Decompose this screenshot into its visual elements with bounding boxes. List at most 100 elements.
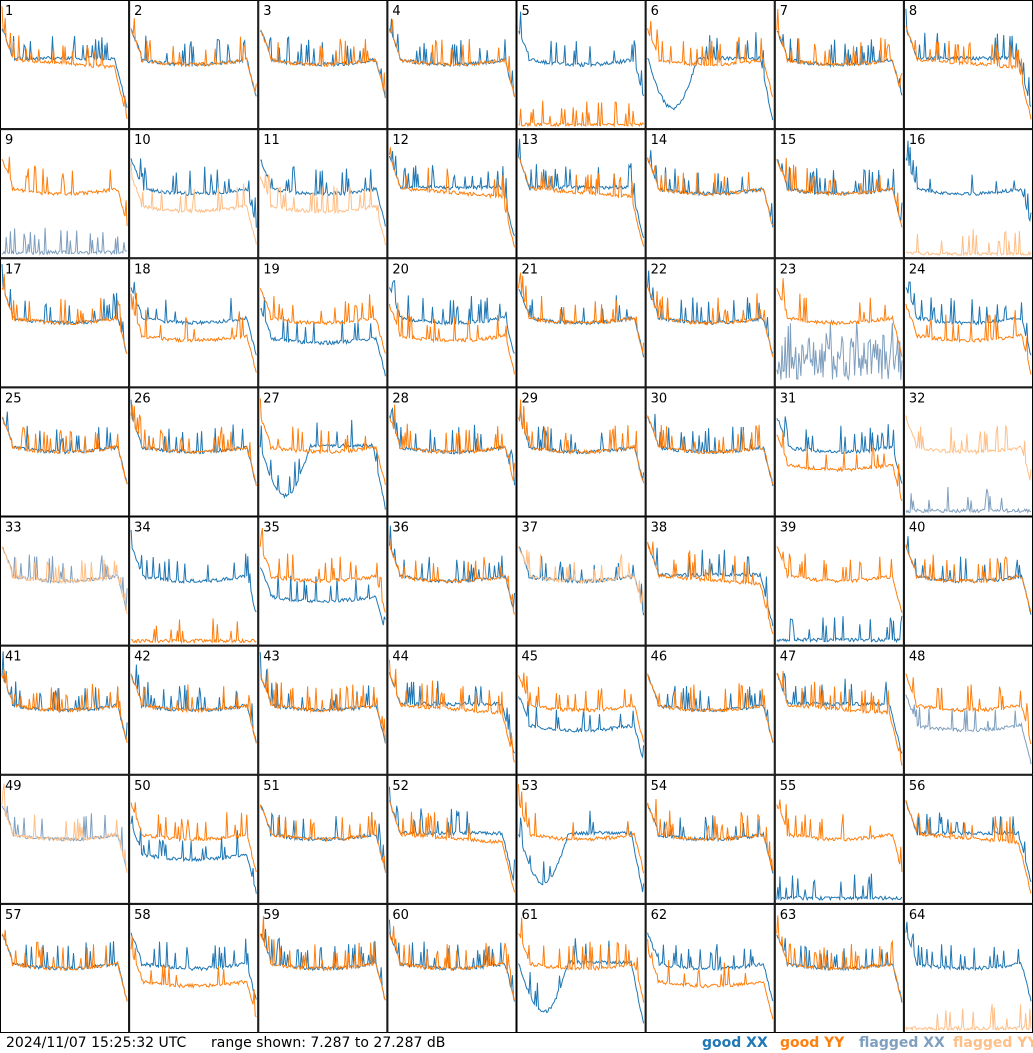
panel-number: 32 xyxy=(909,391,926,406)
panel-number: 53 xyxy=(522,779,539,794)
panel-57: 57 xyxy=(0,903,130,1033)
panel-9: 9 xyxy=(0,129,130,259)
series-yy-line xyxy=(130,292,257,373)
panel-36: 36 xyxy=(387,516,517,646)
legend-good-yy: good YY xyxy=(780,1035,845,1051)
panel-19: 19 xyxy=(258,258,388,388)
series-yy-line xyxy=(1,546,128,615)
series-xx-line xyxy=(130,399,257,483)
panel-51: 51 xyxy=(258,774,388,904)
series-yy-line xyxy=(776,915,903,1000)
series-yy-line xyxy=(518,272,645,353)
panel-number: 28 xyxy=(392,391,409,406)
panel-16: 16 xyxy=(903,129,1033,259)
panel-frame xyxy=(0,258,130,388)
series-yy-line xyxy=(647,286,774,357)
series-yy-line xyxy=(905,25,1032,120)
series-yy-line xyxy=(905,673,1032,745)
panel-43: 43 xyxy=(258,645,388,775)
panel-frame xyxy=(903,645,1033,775)
panel-number: 46 xyxy=(651,650,668,665)
series-yy-line xyxy=(647,673,774,742)
panel-7: 7 xyxy=(774,0,904,130)
panel-61: 61 xyxy=(516,903,646,1033)
panel-number: 29 xyxy=(522,391,539,406)
series-xx-line xyxy=(1,651,128,740)
series-yy-line xyxy=(259,398,386,485)
panel-number: 39 xyxy=(780,521,797,536)
series-yy-line xyxy=(259,172,386,246)
panel-41: 41 xyxy=(0,645,130,775)
panel-number: 21 xyxy=(522,262,539,277)
panel-number: 62 xyxy=(651,908,668,923)
panel-number: 61 xyxy=(522,908,539,923)
series-yy-line xyxy=(647,415,774,485)
panel-21: 21 xyxy=(516,258,646,388)
panel-number: 47 xyxy=(780,650,797,665)
panel-number: 35 xyxy=(263,521,280,536)
panel-24: 24 xyxy=(903,258,1033,388)
panel-number: 20 xyxy=(392,262,409,277)
series-yy-line xyxy=(1,929,128,1002)
panel-number: 26 xyxy=(134,391,151,406)
series-yy-line xyxy=(518,672,645,743)
series-yy-line xyxy=(388,800,515,893)
series-xx-line xyxy=(518,938,645,1024)
series-xx-line xyxy=(905,140,1032,223)
panel-15: 15 xyxy=(774,129,904,259)
series-xx-line xyxy=(518,138,645,239)
panel-42: 42 xyxy=(129,645,259,775)
panel-number: 52 xyxy=(392,779,409,794)
legend-flagged-yy: flagged YY xyxy=(953,1035,1033,1051)
series-yy-line xyxy=(905,544,1032,613)
series-yy-line xyxy=(388,147,515,248)
panel-number: 41 xyxy=(5,650,22,665)
panel-3: 3 xyxy=(258,0,388,130)
panel-number: 64 xyxy=(909,908,926,923)
series-xx-line xyxy=(1,411,128,485)
panel-frame xyxy=(129,258,259,388)
panel-50: 50 xyxy=(129,774,259,904)
series-xx-line xyxy=(518,810,645,893)
panel-frame xyxy=(774,387,904,517)
series-yy-line xyxy=(1,156,128,226)
panel-number: 44 xyxy=(392,650,409,665)
series-xx-line xyxy=(776,873,903,902)
panel-2: 2 xyxy=(129,0,259,130)
panel-number: 40 xyxy=(909,521,926,536)
panel-number: 2 xyxy=(134,4,142,19)
series-yy-line xyxy=(776,799,903,872)
panel-number: 24 xyxy=(909,262,926,277)
series-yy-line xyxy=(130,936,257,1018)
panel-14: 14 xyxy=(645,129,775,259)
panel-number: 17 xyxy=(5,262,22,277)
series-yy-line xyxy=(776,546,903,613)
series-yy-line xyxy=(130,404,257,487)
panel-64: 64 xyxy=(903,903,1033,1033)
panel-56: 56 xyxy=(903,774,1033,904)
panel-number: 10 xyxy=(134,133,151,148)
panel-number: 63 xyxy=(780,908,797,923)
panel-number: 31 xyxy=(780,391,797,406)
panel-number: 60 xyxy=(392,908,409,923)
series-xx-line xyxy=(905,281,1032,356)
series-xx-line xyxy=(905,694,1032,765)
series-yy-line xyxy=(518,399,645,484)
series-xx-line xyxy=(905,486,1032,514)
panel-number: 5 xyxy=(522,4,530,19)
panel-number: 57 xyxy=(5,908,22,923)
panel-35: 35 xyxy=(258,516,388,646)
panel-number: 55 xyxy=(780,779,797,794)
series-xx-line xyxy=(776,321,903,382)
panel-31: 31 xyxy=(774,387,904,517)
panel-55: 55 xyxy=(774,774,904,904)
panel-20: 20 xyxy=(387,258,517,388)
panel-58: 58 xyxy=(129,903,259,1033)
panel-number: 37 xyxy=(522,521,539,536)
panel-28: 28 xyxy=(387,387,517,517)
panel-11: 11 xyxy=(258,129,388,259)
series-yy-line xyxy=(259,804,386,873)
panel-54: 54 xyxy=(645,774,775,904)
panel-26: 26 xyxy=(129,387,259,517)
